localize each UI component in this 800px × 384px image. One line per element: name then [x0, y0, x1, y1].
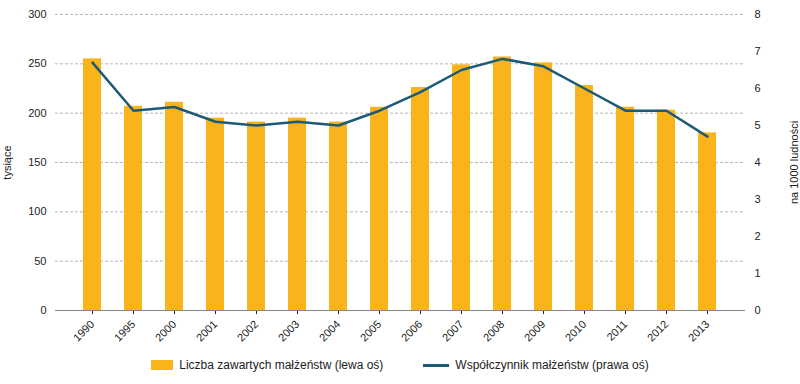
svg-text:2000: 2000 [153, 318, 179, 344]
svg-text:2005: 2005 [358, 318, 384, 344]
html-text:Liczba zawartych małżeństw (le: Liczba zawartych małżeństw (lewa oś) [179, 358, 384, 372]
svg-text:250: 250 [28, 57, 46, 69]
svg-text:2008: 2008 [481, 318, 507, 344]
svg-text:2002: 2002 [235, 318, 261, 344]
svg-text:2013: 2013 [686, 318, 712, 344]
svg-text:2011: 2011 [604, 318, 629, 343]
svg-text:tysiące: tysiące [1, 145, 13, 179]
svg-text:1: 1 [755, 267, 761, 279]
svg-text:2001: 2001 [194, 318, 220, 344]
svg-text:8: 8 [755, 8, 761, 20]
svg-text:2009: 2009 [522, 318, 548, 344]
svg-text:2: 2 [755, 230, 761, 242]
svg-text:50: 50 [34, 255, 46, 267]
svg-text:na 1000 ludności: na 1000 ludności [788, 121, 800, 204]
svg-text:1990: 1990 [71, 318, 97, 344]
svg-text:300: 300 [28, 8, 46, 20]
svg-text:0: 0 [40, 304, 46, 316]
svg-text:7: 7 [755, 45, 761, 57]
svg-text:6: 6 [755, 82, 761, 94]
svg-text:2006: 2006 [399, 318, 425, 344]
svg-text:2004: 2004 [317, 318, 343, 344]
html-text:Współczynnik małżeństw (prawa: Współczynnik małżeństw (prawa oś) [455, 358, 649, 372]
svg-text:100: 100 [28, 205, 46, 217]
svg-text:2003: 2003 [276, 318, 302, 344]
svg-text:3: 3 [755, 193, 761, 205]
svg-text:1995: 1995 [112, 318, 138, 344]
svg-text:4: 4 [755, 156, 761, 168]
svg-text:0: 0 [755, 304, 761, 316]
svg-text:5: 5 [755, 119, 761, 131]
svg-text:200: 200 [28, 107, 46, 119]
svg-text:150: 150 [28, 156, 46, 168]
svg-text:2012: 2012 [645, 318, 671, 344]
svg-text:2007: 2007 [440, 318, 466, 344]
svg-text:2010: 2010 [563, 318, 589, 344]
